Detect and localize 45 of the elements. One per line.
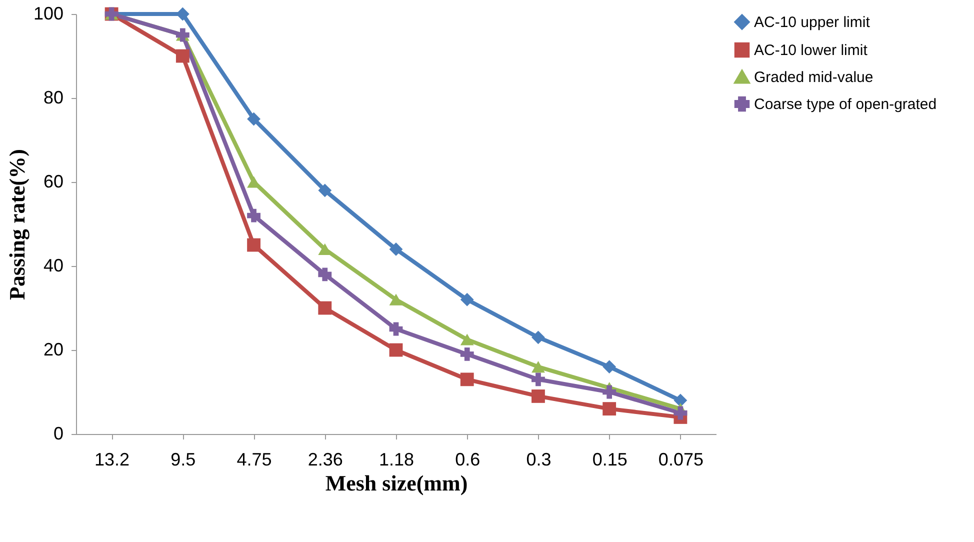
x-axis-title: Mesh size(mm) — [325, 470, 468, 496]
point — [460, 334, 474, 346]
y-axis-title: Passing rate(%) — [4, 149, 30, 300]
x-tick-label: 2.36 — [308, 450, 343, 470]
point — [247, 238, 260, 252]
x-tick-label: 0.6 — [455, 450, 480, 470]
point — [318, 301, 332, 315]
point — [674, 406, 688, 420]
y-tick-label: 20 — [43, 340, 64, 360]
point — [532, 360, 545, 373]
point — [318, 268, 332, 282]
x-tick-label: 0.075 — [658, 450, 704, 470]
legend-label: Graded mid-value — [754, 69, 874, 86]
point — [460, 347, 474, 361]
x-tick-label: 1.18 — [378, 450, 414, 470]
point — [247, 112, 260, 126]
legend-label: AC-10 upper limit — [754, 14, 871, 31]
point — [318, 184, 332, 198]
point — [460, 292, 474, 306]
point — [460, 372, 474, 386]
x-tick-label: 9.5 — [170, 450, 196, 470]
x-tick-label: 13.2 — [94, 450, 130, 470]
point — [247, 208, 260, 222]
point — [532, 372, 545, 386]
point — [602, 402, 616, 416]
legend-label: Coarse type of open-grated — [754, 96, 937, 113]
x-tick-label: 4.75 — [236, 450, 272, 470]
point — [532, 330, 545, 344]
y-tick-label: 60 — [43, 172, 64, 192]
y-tick-label: 40 — [43, 256, 64, 276]
legend-label: AC-10 lower limit — [754, 42, 868, 59]
x-tick-label: 0.15 — [592, 450, 628, 470]
point — [389, 242, 403, 256]
point — [532, 389, 545, 403]
point — [389, 322, 403, 336]
x-tick-label: 0.3 — [526, 450, 552, 470]
y-tick-label: 100 — [33, 4, 64, 24]
point — [674, 394, 688, 408]
y-tick-label: 80 — [43, 88, 64, 108]
point — [602, 360, 616, 374]
point — [176, 49, 190, 63]
point — [389, 294, 403, 306]
y-tick-label: 0 — [53, 424, 64, 444]
point — [389, 343, 403, 357]
point — [602, 385, 616, 399]
